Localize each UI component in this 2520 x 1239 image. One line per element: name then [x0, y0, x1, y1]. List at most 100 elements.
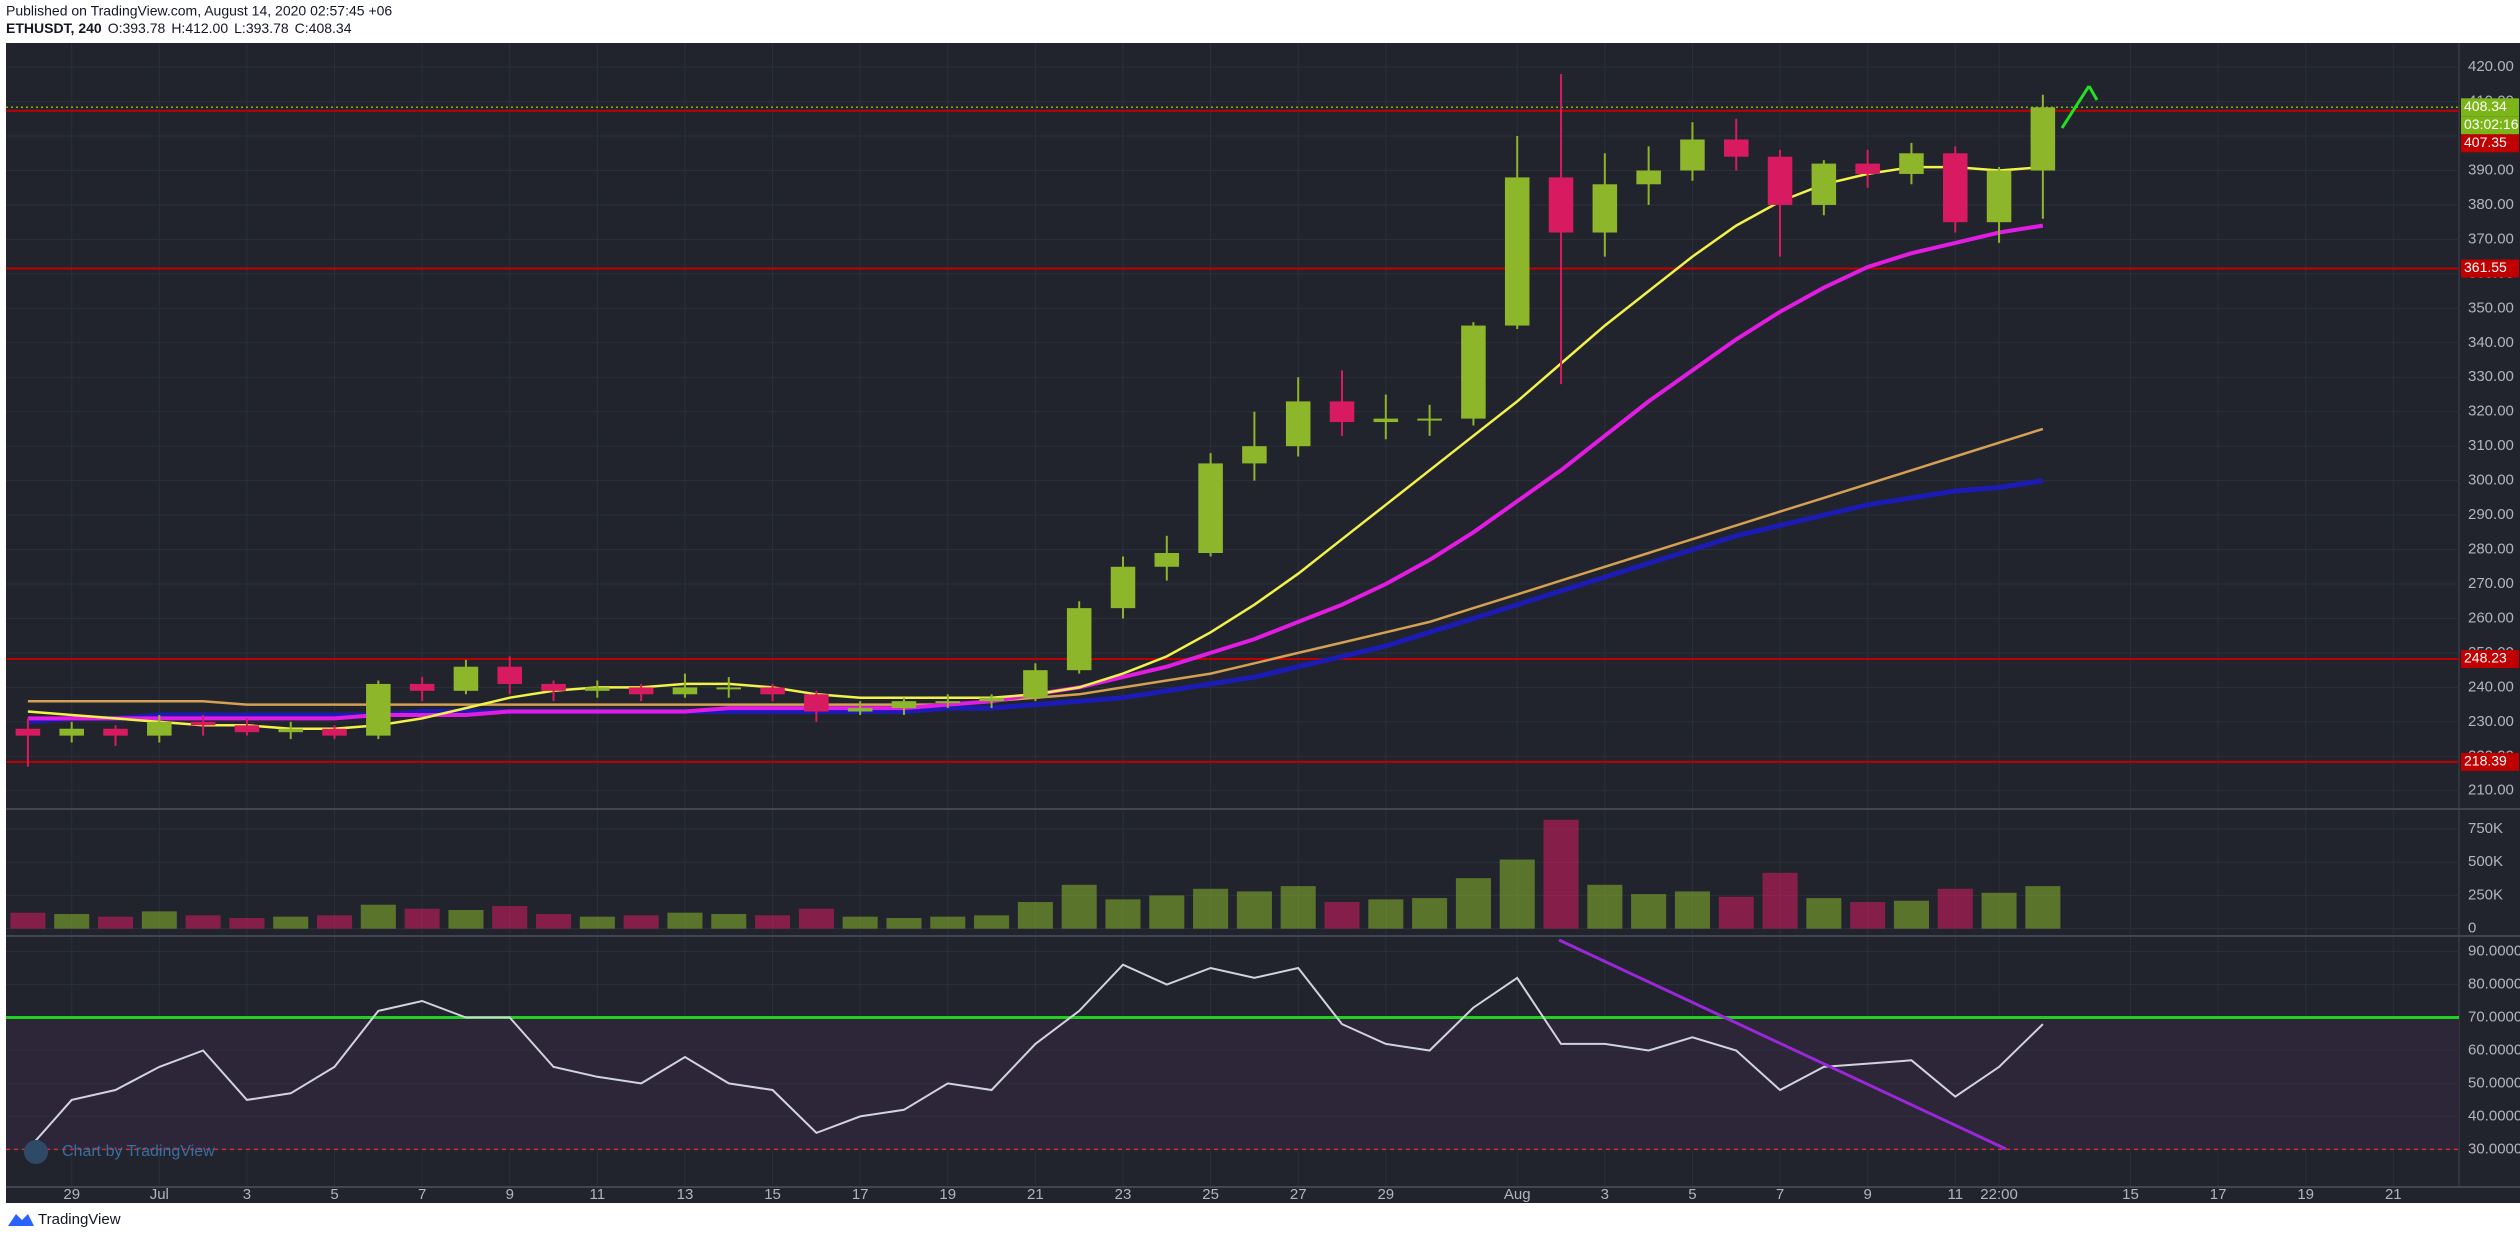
candle-body: [234, 725, 260, 733]
x-tick-label: Jul: [150, 1186, 169, 1203]
x-tick-label: 15: [764, 1186, 781, 1203]
x-tick-label: 9: [506, 1186, 514, 1203]
y-tick-label: 330.00: [2468, 368, 2514, 385]
y-tick-label: 70.0000: [2468, 1008, 2520, 1025]
x-tick-label: 22:00: [1980, 1186, 2018, 1203]
volume-bar: [755, 915, 791, 929]
y-tick-label: 390.00: [2468, 161, 2514, 178]
y-tick-label: 750K: [2468, 820, 2503, 837]
volume-bar: [1674, 891, 1710, 929]
x-tick-label: 7: [418, 1186, 426, 1203]
chart-layer: 29 Jul 3 5 7 9 11 13 15 17 19 21 23 25 27 29 Aug 3 5 7 9 11 22…: [6, 43, 2520, 1203]
y-tick-label: 320.00: [2468, 403, 2514, 420]
x-tick-label: 13: [677, 1186, 694, 1203]
candle-body: [59, 728, 84, 736]
volume-bar: [360, 904, 396, 929]
candle-body: [1942, 153, 1968, 223]
x-tick-label: 17: [2210, 1186, 2227, 1203]
candle-body: [585, 687, 610, 691]
volume-bar: [1280, 886, 1316, 929]
volume-bar: [1981, 892, 2017, 929]
published-line: Published on TradingView.com, August 14,…: [6, 3, 392, 19]
last-price-tag: [2461, 98, 2519, 117]
volume-bar: [1762, 872, 1798, 929]
candle-body: [672, 687, 698, 695]
x-tick-label: 17: [852, 1186, 869, 1203]
volume-bar: [1631, 894, 1667, 929]
candle-body: [1636, 170, 1661, 185]
x-tick-label: 5: [330, 1186, 338, 1203]
volume-bar: [141, 911, 177, 929]
candle-body: [1855, 163, 1880, 174]
x-tick-label: 7: [1776, 1186, 1784, 1203]
y-tick-label: 260.00: [2468, 609, 2514, 626]
candle-body: [1548, 177, 1574, 233]
candle-body: [804, 694, 829, 712]
y-tick-label: 230.00: [2468, 713, 2514, 730]
y-tick-label: 290.00: [2468, 506, 2514, 523]
candle-body: [1680, 139, 1705, 171]
watermark-icon: [24, 1140, 48, 1164]
candle-body: [190, 721, 216, 726]
x-tick-label: 19: [939, 1186, 956, 1203]
countdown-tag: [2461, 116, 2519, 135]
volume-bar: [1850, 902, 1886, 929]
x-tick-label: 23: [1115, 1186, 1132, 1203]
candle-body: [497, 666, 523, 684]
y-tick-label: 420.00: [2468, 58, 2514, 75]
candle-body: [1461, 325, 1486, 419]
candle-body: [1592, 184, 1618, 233]
volume-bar: [667, 912, 703, 929]
volume-bar: [1236, 891, 1272, 929]
candle-body: [15, 728, 41, 736]
volume-bar: [1193, 888, 1229, 929]
y-tick-label: 340.00: [2468, 334, 2514, 351]
x-tick-label: 3: [243, 1186, 251, 1203]
chart-bg: [6, 43, 2520, 1203]
ohlc-value: 412.00: [185, 20, 228, 36]
candle-body: [1899, 153, 1924, 174]
y-tick-label: 80.0000: [2468, 975, 2520, 992]
volume-bar: [492, 906, 528, 929]
ohlc-label: O:: [108, 20, 123, 36]
candle-body: [1767, 156, 1793, 205]
y-tick-label: 270.00: [2468, 575, 2514, 592]
volume-bar: [10, 912, 46, 929]
watermark-text: Chart by TradingView: [62, 1143, 215, 1160]
y-tick-label: 240.00: [2468, 678, 2514, 695]
candle-body: [541, 683, 566, 691]
y-tick-label: 500K: [2468, 853, 2503, 870]
volume-bar: [536, 914, 572, 929]
volume-bar: [1017, 902, 1053, 929]
volume-bar: [273, 916, 309, 929]
y-tick-label: 380.00: [2468, 196, 2514, 213]
level-label: 407.35: [2464, 134, 2507, 150]
volume-bar: [97, 916, 134, 929]
level-tag: [2461, 259, 2519, 278]
candle-body: [1723, 139, 1749, 157]
footer-logo: [8, 1214, 34, 1226]
level-label: 218.39: [2464, 753, 2507, 769]
candle-body: [1811, 163, 1837, 205]
volume-bar: [1061, 884, 1097, 929]
candle-body: [979, 697, 1004, 702]
candle-body: [1110, 566, 1136, 609]
volume-bar: [1412, 898, 1448, 929]
ohlc-label: H:: [171, 20, 185, 36]
volume-bar: [1893, 900, 1929, 929]
candle-body: [1986, 170, 2012, 223]
y-tick-label: 310.00: [2468, 437, 2514, 454]
candle-body: [453, 666, 479, 691]
y-tick-label: 90.0000: [2468, 942, 2520, 959]
x-tick-label: 27: [1290, 1186, 1307, 1203]
candle-body: [1329, 401, 1355, 423]
x-tick-label: 5: [1688, 1186, 1696, 1203]
volume-bar: [579, 916, 615, 929]
ohlc-value: 393.78: [246, 20, 289, 36]
y-tick-label: 350.00: [2468, 299, 2514, 316]
y-tick-label: 370.00: [2468, 230, 2514, 247]
y-tick-label: 30.0000: [2468, 1140, 2520, 1157]
candle-body: [847, 708, 873, 712]
x-tick-label: 9: [1863, 1186, 1871, 1203]
